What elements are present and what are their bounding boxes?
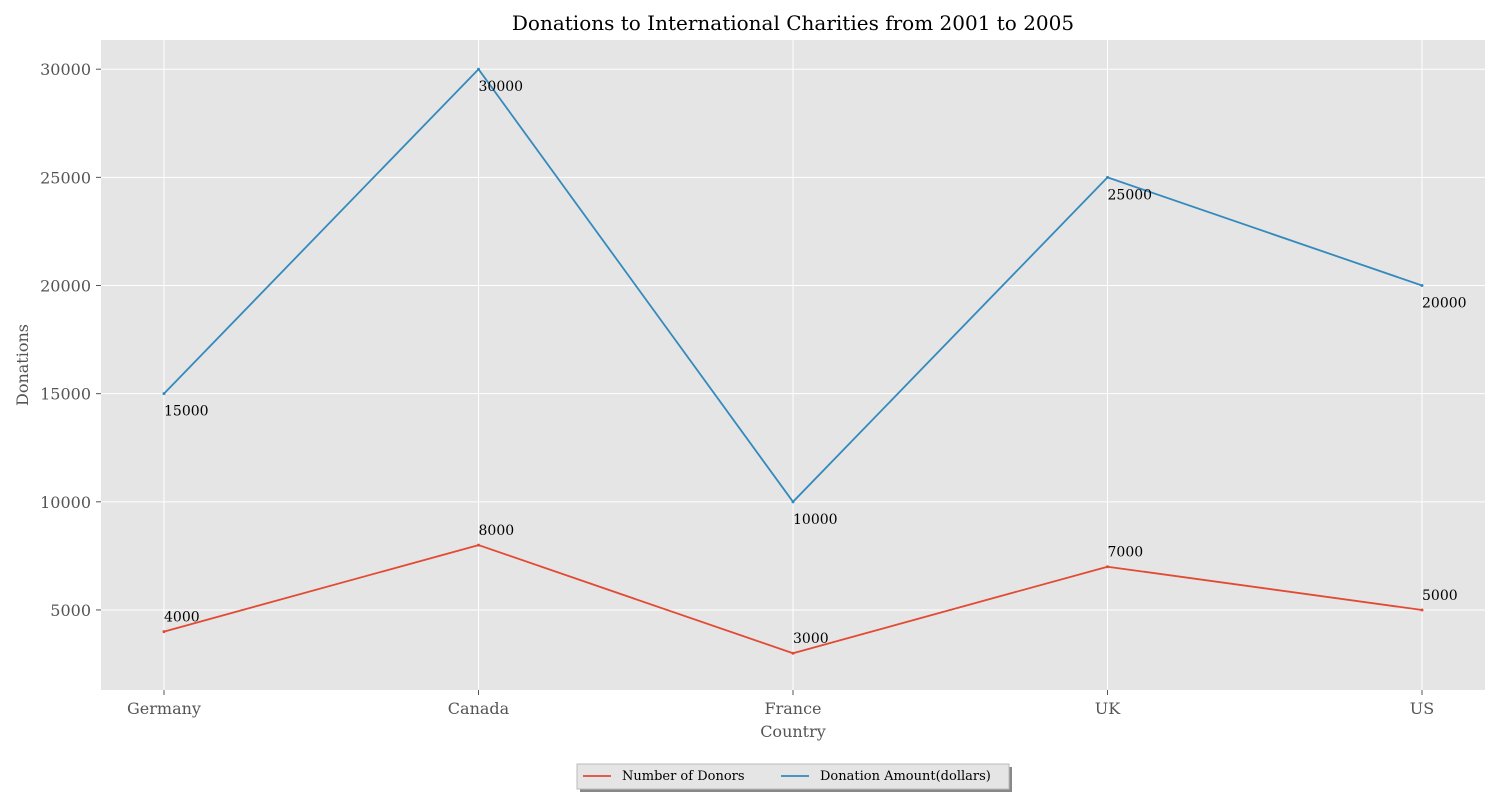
- data-labels: 4000 8000 3000 7000 5000 15000 30000 10000 25000…: [164, 79, 1467, 647]
- data-point: [791, 651, 795, 655]
- y-tick-label: 20000: [40, 277, 91, 296]
- data-point: [477, 543, 480, 547]
- x-axis-label: Country: [760, 722, 826, 741]
- x-axis-ticks: Germany Canada France UK US: [127, 690, 1434, 718]
- data-label: 10000: [793, 512, 838, 528]
- data-label: 8000: [479, 523, 515, 539]
- data-label: 7000: [1108, 545, 1144, 561]
- x-tick-label: US: [1410, 699, 1434, 718]
- data-point: [162, 630, 166, 634]
- y-tick-label: 5000: [50, 601, 91, 620]
- data-point: [1420, 608, 1424, 612]
- data-label: 30000: [479, 79, 524, 95]
- data-label: 5000: [1422, 588, 1458, 604]
- data-point: [1106, 565, 1109, 569]
- grid-lines: [101, 40, 1485, 690]
- y-tick-label: 15000: [40, 385, 91, 404]
- data-point: [791, 500, 795, 504]
- data-label: 15000: [164, 404, 209, 420]
- x-tick-label: Germany: [127, 699, 201, 718]
- chart-title: Donations to International Charities fro…: [512, 11, 1074, 35]
- x-tick-label: UK: [1095, 699, 1121, 718]
- data-point: [1420, 284, 1424, 288]
- data-label: 4000: [164, 610, 200, 626]
- y-axis-label: Donations: [13, 324, 32, 406]
- y-tick-label: 30000: [40, 60, 91, 79]
- x-tick-label: France: [764, 699, 821, 718]
- legend-label: Donation Amount(dollars): [820, 769, 991, 784]
- legend-label: Number of Donors: [622, 769, 745, 784]
- y-tick-label: 25000: [40, 168, 91, 187]
- data-label: 3000: [793, 631, 829, 647]
- x-tick-label: Canada: [448, 699, 510, 718]
- series-lines: [162, 67, 1424, 655]
- data-point: [477, 67, 480, 71]
- data-label: 20000: [1422, 296, 1467, 312]
- data-point: [1106, 175, 1109, 179]
- data-label: 25000: [1108, 187, 1153, 203]
- y-axis-ticks: 5000 10000 15000 20000 25000 30000: [40, 60, 101, 620]
- legend: Number of Donors Donation Amount(dollars): [576, 763, 1012, 792]
- y-tick-label: 10000: [40, 493, 91, 512]
- data-point: [162, 392, 166, 396]
